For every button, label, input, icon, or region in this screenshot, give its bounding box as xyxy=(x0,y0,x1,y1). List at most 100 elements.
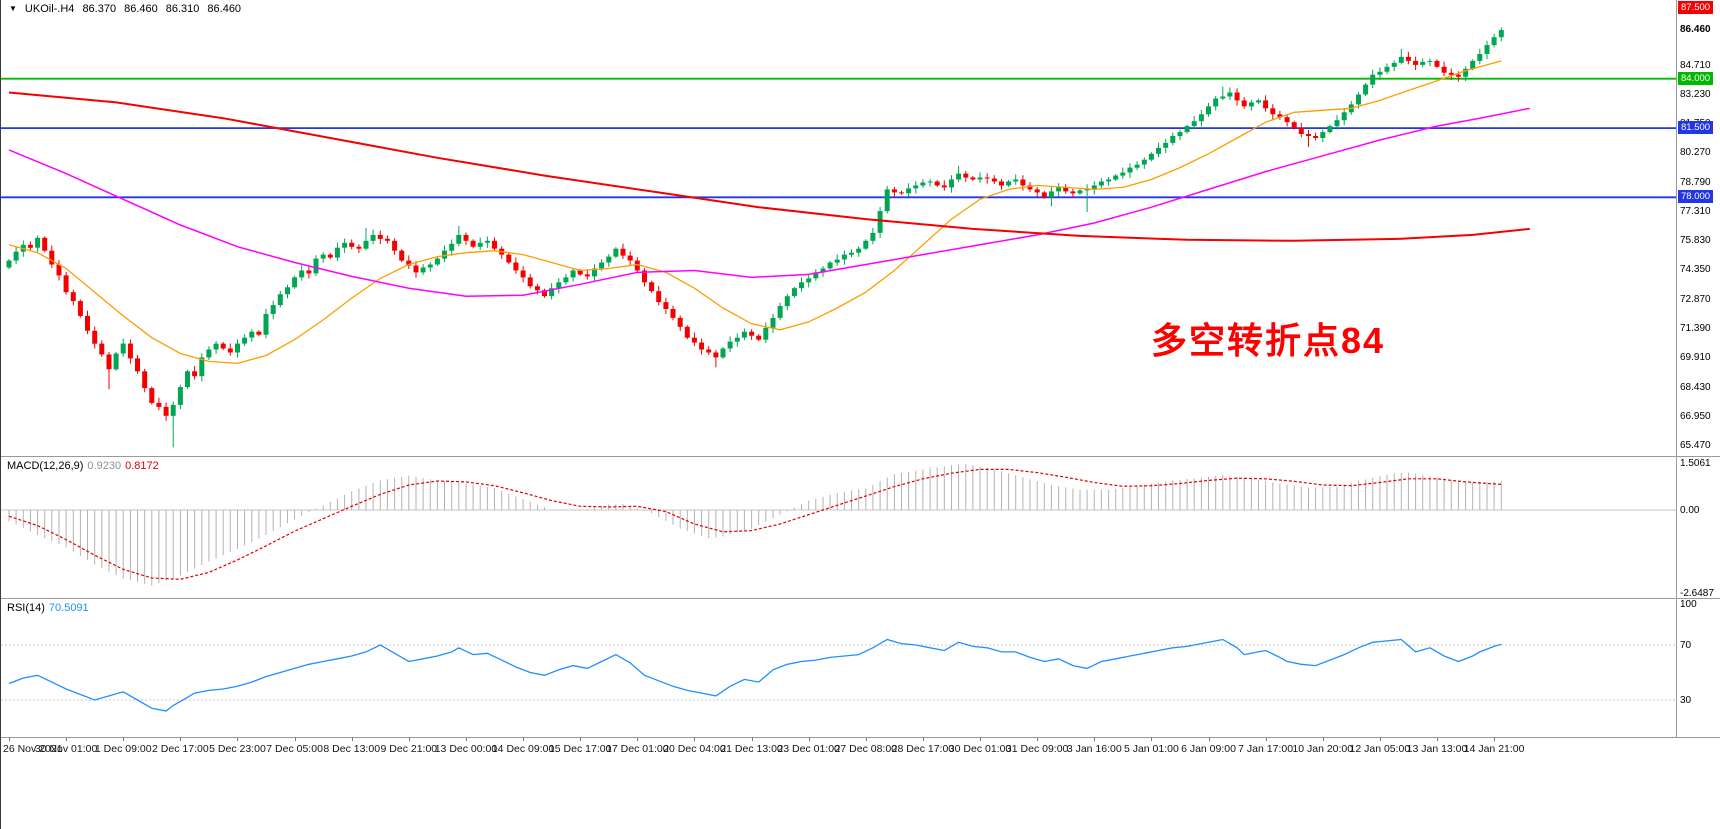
price-tick: 66.950 xyxy=(1680,410,1711,422)
price-tick: 78.790 xyxy=(1680,176,1711,188)
price-tag-top[interactable]: 87.500 xyxy=(1678,1,1714,14)
price-tick: 65.470 xyxy=(1680,440,1711,452)
panel-separator[interactable] xyxy=(1,456,1720,457)
price-tick: 80.270 xyxy=(1680,147,1711,159)
time-label: 7 Dec 05:00 xyxy=(266,743,323,755)
ohlc-low: 86.310 xyxy=(165,3,200,15)
time-label: 30 Nov 01:00 xyxy=(34,743,98,755)
time-tick xyxy=(1322,737,1324,741)
price-tick: 74.350 xyxy=(1680,264,1711,276)
symbol-ohlc-readout: ▼ UKOil-.H4 86.370 86.460 86.310 86.460 xyxy=(9,3,241,15)
macd-axis-value: 1.5061 xyxy=(1680,458,1711,469)
price-tick: 72.870 xyxy=(1680,293,1711,305)
ohlc-high: 86.460 xyxy=(124,3,158,15)
macd-indicator-label: MACD(12,26,9) 0.9230 0.8172 xyxy=(7,460,159,472)
price-tick: 69.910 xyxy=(1680,352,1711,364)
time-tick xyxy=(1094,737,1096,741)
macd-axis-value: 0.00 xyxy=(1680,505,1700,516)
time-label: 17 Dec 01:00 xyxy=(606,743,669,755)
price-tick: 75.830 xyxy=(1680,235,1711,247)
time-tick xyxy=(1265,737,1267,741)
time-label: 31 Dec 09:00 xyxy=(1005,743,1069,755)
rsi-indicator-label: RSI(14) 70.5091 xyxy=(7,602,89,614)
time-label: 5 Jan 01:00 xyxy=(1123,743,1179,755)
time-tick xyxy=(465,737,467,741)
price-axis[interactable]: 87.50086.46084.71083.23081.75080.27078.7… xyxy=(1677,0,1720,737)
ma-medium-magenta xyxy=(8,107,1530,297)
time-tick xyxy=(808,737,810,741)
time-axis-line xyxy=(1,737,1720,738)
time-label: 14 Dec 09:00 xyxy=(491,743,555,755)
time-tick xyxy=(1494,737,1496,741)
macd-name: MACD(12,26,9) xyxy=(7,460,84,472)
time-tick xyxy=(523,737,525,741)
time-tick xyxy=(237,737,239,741)
candles-layer xyxy=(6,27,1504,448)
time-tick xyxy=(980,737,982,741)
price-tag-81.500[interactable]: 81.500 xyxy=(1678,121,1714,135)
chart-annotation-text[interactable]: 多空转折点84 xyxy=(1151,320,1386,361)
macd-axis-value: -2.6487 xyxy=(1680,587,1714,599)
rsi-panel-canvas[interactable] xyxy=(1,599,1676,737)
current-price-label: 86.460 xyxy=(1680,24,1711,36)
time-label: 30 Dec 01:00 xyxy=(948,743,1012,755)
time-label: 13 Dec 00:00 xyxy=(434,743,498,755)
time-tick xyxy=(1151,737,1153,741)
price-tick: 71.390 xyxy=(1680,322,1711,334)
time-label: 15 Dec 17:00 xyxy=(548,743,612,755)
time-label: 5 Dec 23:00 xyxy=(209,743,266,755)
time-label: 14 Jan 21:00 xyxy=(1463,743,1525,755)
rsi-axis-value: 30 xyxy=(1680,695,1692,706)
time-label: 12 Jan 05:00 xyxy=(1349,743,1411,755)
price-tick: 84.710 xyxy=(1680,59,1711,71)
price-tag-78.000[interactable]: 78.000 xyxy=(1678,190,1714,204)
time-label: 23 Dec 01:00 xyxy=(777,743,840,755)
panel-separator[interactable] xyxy=(1,598,1720,599)
time-axis[interactable]: 26 Nov 2021 30 Nov 01:00 1 Dec 09:00 2 Dec … xyxy=(1,737,1720,829)
time-label: 26 Nov 2021 xyxy=(3,743,63,755)
price-tick: 77.310 xyxy=(1680,205,1711,217)
time-tick xyxy=(694,737,696,741)
time-label: 20 Dec 04:00 xyxy=(663,743,726,755)
price-tick: 83.230 xyxy=(1680,88,1711,100)
rsi-axis-value: 100 xyxy=(1680,598,1697,610)
time-tick xyxy=(180,737,182,741)
time-tick xyxy=(1037,737,1039,741)
time-tick xyxy=(1379,737,1381,741)
macd-signal-value: 0.8172 xyxy=(125,460,159,472)
rsi-name: RSI(14) xyxy=(7,602,45,614)
time-tick xyxy=(123,737,125,741)
symbol-name: UKOil-.H4 xyxy=(24,3,75,15)
time-tick xyxy=(1208,737,1210,741)
time-label: 7 Jan 17:00 xyxy=(1238,743,1294,755)
time-label: 3 Jan 16:00 xyxy=(1066,743,1122,755)
time-tick xyxy=(922,737,924,741)
time-tick xyxy=(294,737,296,741)
main-chart-canvas[interactable] xyxy=(1,0,1676,456)
time-tick xyxy=(1437,737,1438,741)
price-axis-line xyxy=(1676,0,1677,737)
macd-signal-line xyxy=(8,468,1502,580)
time-tick xyxy=(751,737,753,741)
time-tick xyxy=(408,737,410,741)
time-tick xyxy=(865,737,867,741)
time-label: 8 Dec 13:00 xyxy=(323,743,381,755)
price-tag-84.000[interactable]: 84.000 xyxy=(1678,71,1714,85)
time-tick xyxy=(9,737,10,741)
ma-fast-orange xyxy=(8,60,1502,365)
time-label: 1 Dec 09:00 xyxy=(94,743,152,755)
ohlc-open: 86.370 xyxy=(82,3,117,15)
time-label: 28 Dec 17:00 xyxy=(891,743,955,755)
time-label: 10 Jan 20:00 xyxy=(1292,743,1354,755)
symbol-marker-icon: ▼ xyxy=(9,3,17,13)
time-label: 13 Jan 13:00 xyxy=(1406,743,1468,755)
macd-panel-canvas[interactable] xyxy=(1,457,1676,598)
rsi-axis-value: 70 xyxy=(1680,640,1692,651)
time-tick xyxy=(351,737,353,741)
time-label: 9 Dec 21:00 xyxy=(380,743,438,755)
rsi-line xyxy=(8,638,1502,712)
rsi-value: 70.5091 xyxy=(48,602,89,614)
ma-slow-red xyxy=(8,91,1530,242)
time-label: 6 Jan 09:00 xyxy=(1181,743,1236,755)
